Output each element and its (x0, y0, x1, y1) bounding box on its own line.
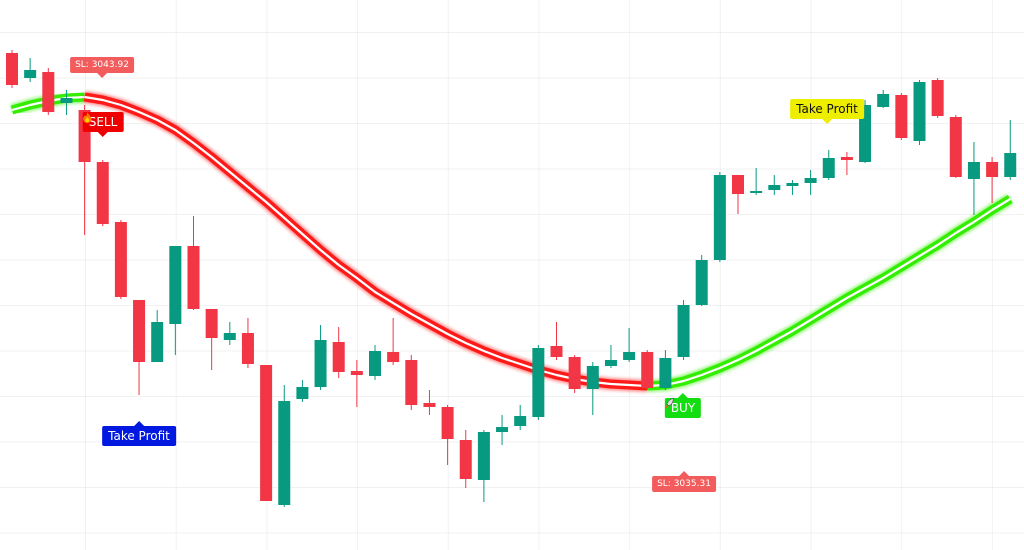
rocket-icon (665, 398, 674, 409)
candle-body (42, 72, 55, 112)
candle-body (260, 365, 273, 501)
candle-body (913, 82, 926, 141)
signal-label-text: SL: 3035.31 (657, 479, 711, 489)
candle-body (387, 352, 400, 362)
candle-body (931, 80, 944, 116)
candle-body (659, 358, 672, 388)
ma-line-core (647, 198, 1011, 388)
candle-body (296, 387, 309, 399)
candle-body (859, 105, 872, 162)
candle-body (986, 162, 999, 177)
ma-glow (83, 91, 648, 392)
candle-body (732, 175, 744, 194)
ma-line-core (84, 95, 648, 388)
signal-label: Take Profit (102, 421, 176, 446)
candle-body (405, 360, 418, 405)
candle-body (550, 346, 563, 357)
candle-body (568, 357, 581, 389)
candle-body (477, 432, 490, 480)
candle-body (786, 183, 799, 186)
candle-body (6, 53, 18, 85)
signal-label-text: Take Profit (108, 429, 170, 443)
candle-body (623, 352, 636, 360)
candle-body (187, 246, 200, 309)
signal-label-text: BUY (670, 401, 696, 415)
candle-body (713, 175, 726, 260)
candle-body (169, 246, 182, 324)
candle-body (332, 342, 345, 372)
candle-body (695, 260, 708, 305)
candle-body (133, 300, 146, 362)
signal-label: SELL (82, 112, 124, 137)
candle-body (350, 371, 363, 375)
candle-body (496, 427, 509, 432)
label-pointer (822, 119, 832, 124)
candle-body (768, 185, 781, 190)
candle-body (840, 157, 853, 160)
signal-label: BUY (664, 393, 702, 418)
signal-label: SL: 3043.92 (70, 57, 134, 78)
signal-label-text: SELL (88, 115, 118, 129)
candles (6, 50, 1017, 507)
signal-label: SL: 3035.31 (652, 471, 716, 492)
candle-body (24, 70, 37, 78)
label-pointer (97, 132, 108, 137)
candle-body (750, 191, 763, 193)
label-pointer (679, 471, 689, 476)
candle-body (641, 352, 654, 388)
candle-body (278, 401, 291, 505)
candle-body (369, 351, 381, 376)
label-pointer (134, 421, 144, 426)
candle-body (223, 333, 236, 340)
candle-body (60, 98, 73, 103)
candle-body (895, 95, 908, 138)
candle-body (423, 403, 436, 407)
candle-body (514, 416, 527, 426)
candle-body (114, 222, 127, 297)
candle-body (441, 407, 454, 439)
signal-label: Take Profit (790, 99, 864, 124)
candle-body (241, 333, 254, 364)
flame-icon (83, 112, 92, 123)
candle-body (967, 162, 980, 179)
candle-body (151, 322, 164, 362)
signal-label-text: SL: 3043.92 (75, 60, 129, 70)
candle-body (677, 305, 690, 357)
candle-body (804, 178, 817, 183)
label-pointer (677, 393, 688, 398)
candle-body (314, 340, 327, 387)
ma-band (10, 91, 1014, 392)
candle-body (586, 366, 599, 389)
candle-body (532, 348, 545, 417)
candle-body (877, 94, 890, 107)
candle-body (1004, 153, 1017, 177)
candle-body (949, 117, 962, 177)
label-pointer (97, 73, 107, 78)
candle-body (459, 440, 472, 479)
candle-body (604, 360, 617, 366)
signal-label-text: Take Profit (796, 102, 858, 116)
candle-body (96, 162, 109, 224)
candle-body (205, 309, 218, 338)
candle-body (822, 158, 835, 178)
ma-line (83, 92, 648, 391)
